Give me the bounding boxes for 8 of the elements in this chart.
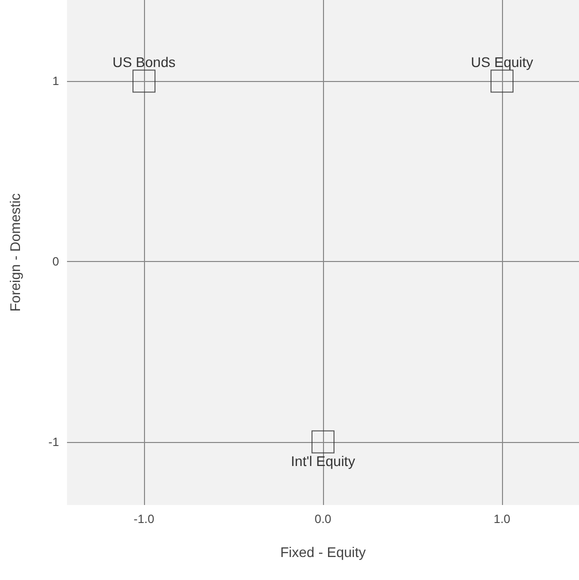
x-tick-label: 0.0 [314,512,332,526]
y-tick-label: 0 [52,254,60,269]
x-tick-label: 1.0 [494,512,511,526]
y-tick-label: -1 [48,434,60,449]
y-tick-label: 1 [52,74,60,88]
y-axis-title: Foreign - Domestic [7,193,23,312]
x-tick-label: -1.0 [134,512,155,526]
x-axis-title: Fixed - Equity [280,544,366,560]
